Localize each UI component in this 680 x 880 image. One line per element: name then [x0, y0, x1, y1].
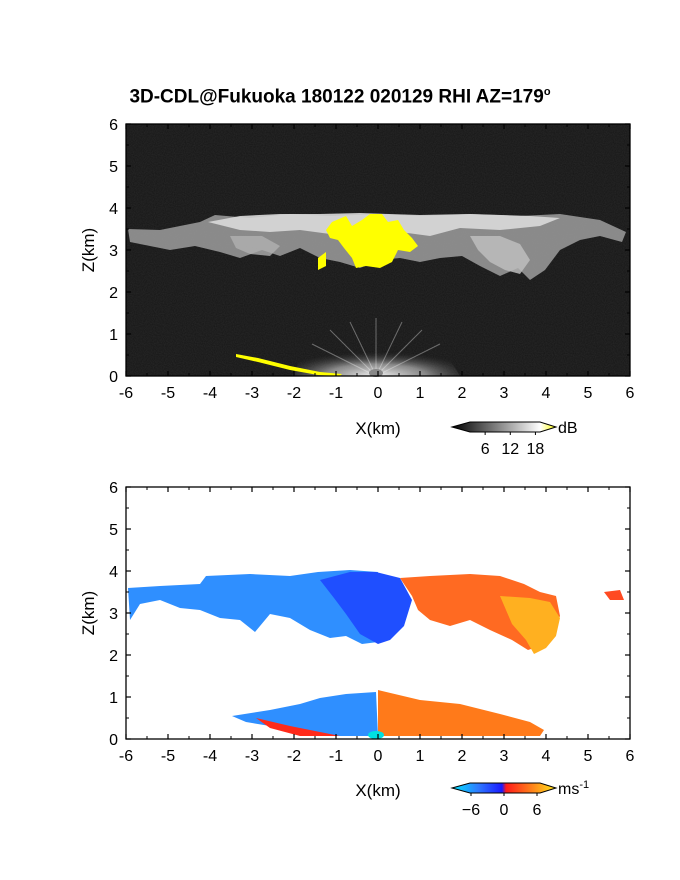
- velocity-site-marker: [368, 731, 384, 739]
- intensity-xtick-label: -4: [203, 385, 217, 402]
- intensity-xtick-label: 4: [542, 385, 551, 402]
- velocity-xtick-label: -6: [119, 748, 133, 765]
- velocity-colorbar-tick-label: 6: [533, 802, 542, 819]
- velocity-ytick-label: 6: [109, 480, 118, 497]
- intensity-ticks: -6 -5 -4 -3 -2 -1 0 1 2 3 4 5 6 0 1 2 3 4 5 6: [109, 117, 634, 402]
- intensity-xtick-label: 6: [626, 385, 635, 402]
- intensity-colorbar-tick-label: 12: [501, 441, 519, 458]
- velocity-unit-exponent: -1: [579, 779, 589, 791]
- intensity-xtick-label: 2: [458, 385, 467, 402]
- fan-rays: [311, 318, 441, 377]
- surface-fringe: [256, 718, 340, 736]
- intensity-colorbar-unit: dB: [558, 420, 578, 437]
- velocity-xtick-label: -2: [287, 748, 301, 765]
- degree-symbol: o: [543, 86, 551, 98]
- intensity-ytick-label: 0: [109, 369, 118, 386]
- intensity-xtick-label: 1: [416, 385, 425, 402]
- intensity-xtick-label: 3: [500, 385, 509, 402]
- negative-velocity-cloud: [128, 570, 378, 644]
- cloud-lobe-right: [470, 236, 530, 274]
- positive-velocity-edge: [500, 596, 560, 654]
- velocity-unit-base: ms: [558, 781, 579, 798]
- surface-return-line: [236, 354, 342, 376]
- velocity-colorbar-tick-label: 0: [500, 802, 509, 819]
- velocity-cloud-layer: [128, 570, 624, 654]
- velocity-ylabel: Z(km): [79, 591, 98, 635]
- velocity-colorbar-bar: [450, 782, 558, 794]
- positive-velocity-surface: [378, 690, 544, 736]
- title-text: 3D-CDL@Fukuoka 180122 020129 RHI AZ=179: [129, 86, 544, 108]
- intensity-ytick-label: 5: [109, 159, 118, 176]
- velocity-xtick-label: -1: [329, 748, 343, 765]
- intensity-colorbar: 6 12 18 dB: [450, 420, 578, 458]
- velocity-xtick-label: 3: [500, 748, 509, 765]
- velocity-ytick-label: 3: [109, 606, 118, 623]
- intensity-xtick-label: 0: [374, 385, 383, 402]
- velocity-xtick-label: 5: [584, 748, 593, 765]
- near-surface-fan: [292, 336, 460, 376]
- velocity-xtick-label: 6: [626, 748, 635, 765]
- velocity-colorbar: −6 0 6 ms-1: [450, 779, 589, 819]
- velocity-panel: -6 -5 -4 -3 -2 -1 0 1 2 3 4 5 6 0 1 2 3 4 5 6 X(km) Z(km): [79, 480, 635, 800]
- intensity-colorbar-ticks: 6 12 18: [481, 432, 545, 458]
- intensity-panel: -6 -5 -4 -3 -2 -1 0 1 2 3 4 5 6 0 1 2 3 4 5 6 X(km) Z(km): [79, 117, 635, 438]
- negative-velocity-core: [320, 572, 412, 644]
- intensity-colorbar-tick-label: 18: [527, 441, 545, 458]
- intensity-ytick-label: 6: [109, 117, 118, 134]
- velocity-ytick-label: 5: [109, 522, 118, 539]
- velocity-xtick-label: -4: [203, 748, 217, 765]
- velocity-ytick-label: 4: [109, 564, 118, 581]
- velocity-ytick-label: 1: [109, 690, 118, 707]
- velocity-xtick-label: 1: [416, 748, 425, 765]
- velocity-xlabel: X(km): [355, 781, 400, 800]
- velocity-ytick-label: 0: [109, 732, 118, 749]
- saturated-fleck: [318, 252, 326, 270]
- velocity-xtick-label: 0: [374, 748, 383, 765]
- velocity-ytick-label: 2: [109, 648, 118, 665]
- saturated-core: [326, 214, 418, 268]
- intensity-ytick-label: 3: [109, 243, 118, 260]
- intensity-ylabel: Z(km): [79, 228, 98, 272]
- velocity-xtick-label: -3: [245, 748, 259, 765]
- chart-title: 3D-CDL@Fukuoka 180122 020129 RHI AZ=179o: [0, 86, 680, 108]
- intensity-ytick-label: 4: [109, 201, 118, 218]
- intensity-xtick-label: -2: [287, 385, 301, 402]
- intensity-xlabel: X(km): [355, 419, 400, 438]
- intensity-ytick-label: 2: [109, 285, 118, 302]
- intensity-xtick-label: 5: [584, 385, 593, 402]
- cloud-lobe-left: [230, 236, 280, 256]
- positive-velocity-fragment: [604, 590, 624, 600]
- velocity-colorbar-ticks: −6 0 6: [462, 793, 542, 819]
- intensity-xtick-label: -6: [119, 385, 133, 402]
- intensity-colorbar-tick-label: 6: [481, 441, 490, 458]
- velocity-xtick-label: 4: [542, 748, 551, 765]
- intensity-ytick-label: 1: [109, 327, 118, 344]
- velocity-colorbar-tick-label: −6: [462, 802, 480, 819]
- intensity-xtick-label: -3: [245, 385, 259, 402]
- intensity-colorbar-bar: [450, 421, 558, 433]
- velocity-surface-layer: [232, 690, 544, 739]
- velocity-xtick-label: 2: [458, 748, 467, 765]
- velocity-xtick-label: -5: [161, 748, 175, 765]
- lidar-site-marker: [369, 369, 383, 377]
- velocity-colorbar-unit: ms-1: [558, 779, 589, 798]
- velocity-ticks: -6 -5 -4 -3 -2 -1 0 1 2 3 4 5 6 0 1 2 3 4 5 6: [109, 480, 634, 765]
- intensity-xtick-label: -5: [161, 385, 175, 402]
- intensity-xtick-label: -1: [329, 385, 343, 402]
